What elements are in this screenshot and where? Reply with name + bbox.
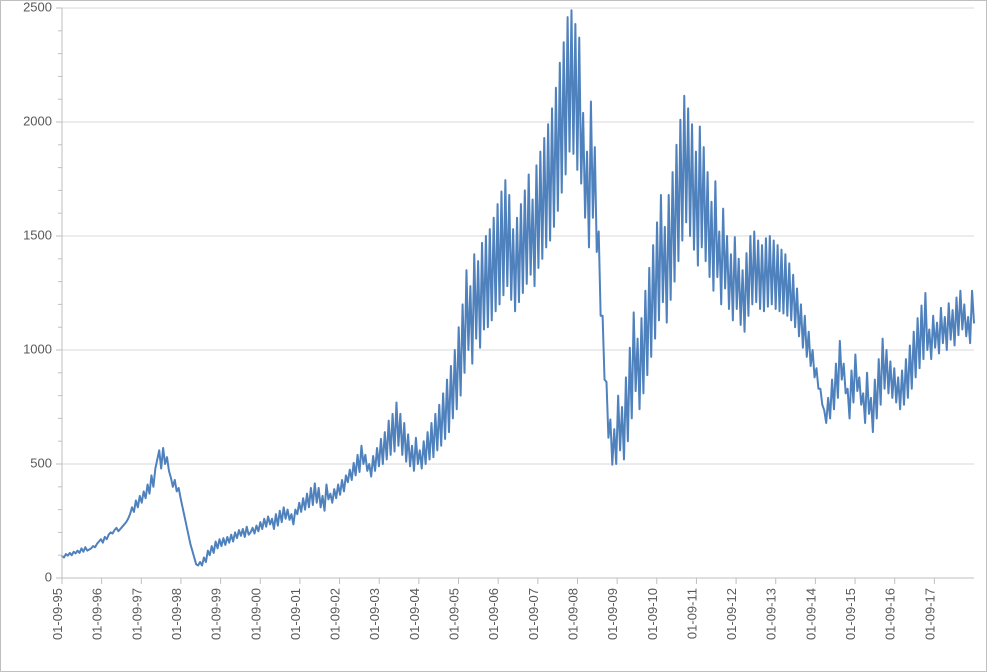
svg-text:01-09-15: 01-09-15 — [843, 588, 858, 640]
svg-text:01-09-03: 01-09-03 — [367, 588, 382, 640]
svg-text:01-09-02: 01-09-02 — [328, 588, 343, 640]
svg-text:01-09-99: 01-09-99 — [209, 588, 224, 640]
svg-text:01-09-01: 01-09-01 — [288, 588, 303, 640]
svg-text:01-09-13: 01-09-13 — [764, 588, 779, 640]
svg-text:01-09-16: 01-09-16 — [883, 588, 898, 640]
svg-text:1000: 1000 — [23, 341, 52, 356]
svg-text:01-09-96: 01-09-96 — [90, 588, 105, 640]
svg-text:01-09-17: 01-09-17 — [922, 588, 937, 640]
svg-text:01-09-08: 01-09-08 — [565, 588, 580, 640]
chart-svg: 0 500 1000 1500 2000 2500 01-09-95 01-09-96 01-0… — [0, 0, 987, 672]
svg-text:1500: 1500 — [23, 227, 52, 242]
svg-text:01-09-14: 01-09-14 — [803, 588, 818, 640]
svg-text:01-09-10: 01-09-10 — [645, 588, 660, 640]
svg-text:01-09-11: 01-09-11 — [684, 588, 699, 639]
svg-text:01-09-04: 01-09-04 — [407, 588, 422, 640]
svg-text:01-09-05: 01-09-05 — [447, 588, 462, 640]
svg-text:01-09-00: 01-09-00 — [248, 588, 263, 640]
svg-text:2500: 2500 — [23, 0, 52, 14]
svg-text:2000: 2000 — [23, 113, 52, 128]
svg-text:01-09-06: 01-09-06 — [486, 588, 501, 640]
svg-text:01-09-97: 01-09-97 — [129, 588, 144, 640]
svg-text:01-09-95: 01-09-95 — [50, 588, 65, 640]
svg-text:500: 500 — [30, 455, 52, 470]
line-chart: 0 500 1000 1500 2000 2500 01-09-95 01-09-96 01-0… — [0, 0, 987, 672]
svg-text:01-09-07: 01-09-07 — [526, 588, 541, 640]
svg-text:01-09-12: 01-09-12 — [724, 588, 739, 640]
svg-text:01-09-09: 01-09-09 — [605, 588, 620, 640]
svg-text:01-09-98: 01-09-98 — [169, 588, 184, 640]
svg-text:0: 0 — [45, 569, 52, 584]
